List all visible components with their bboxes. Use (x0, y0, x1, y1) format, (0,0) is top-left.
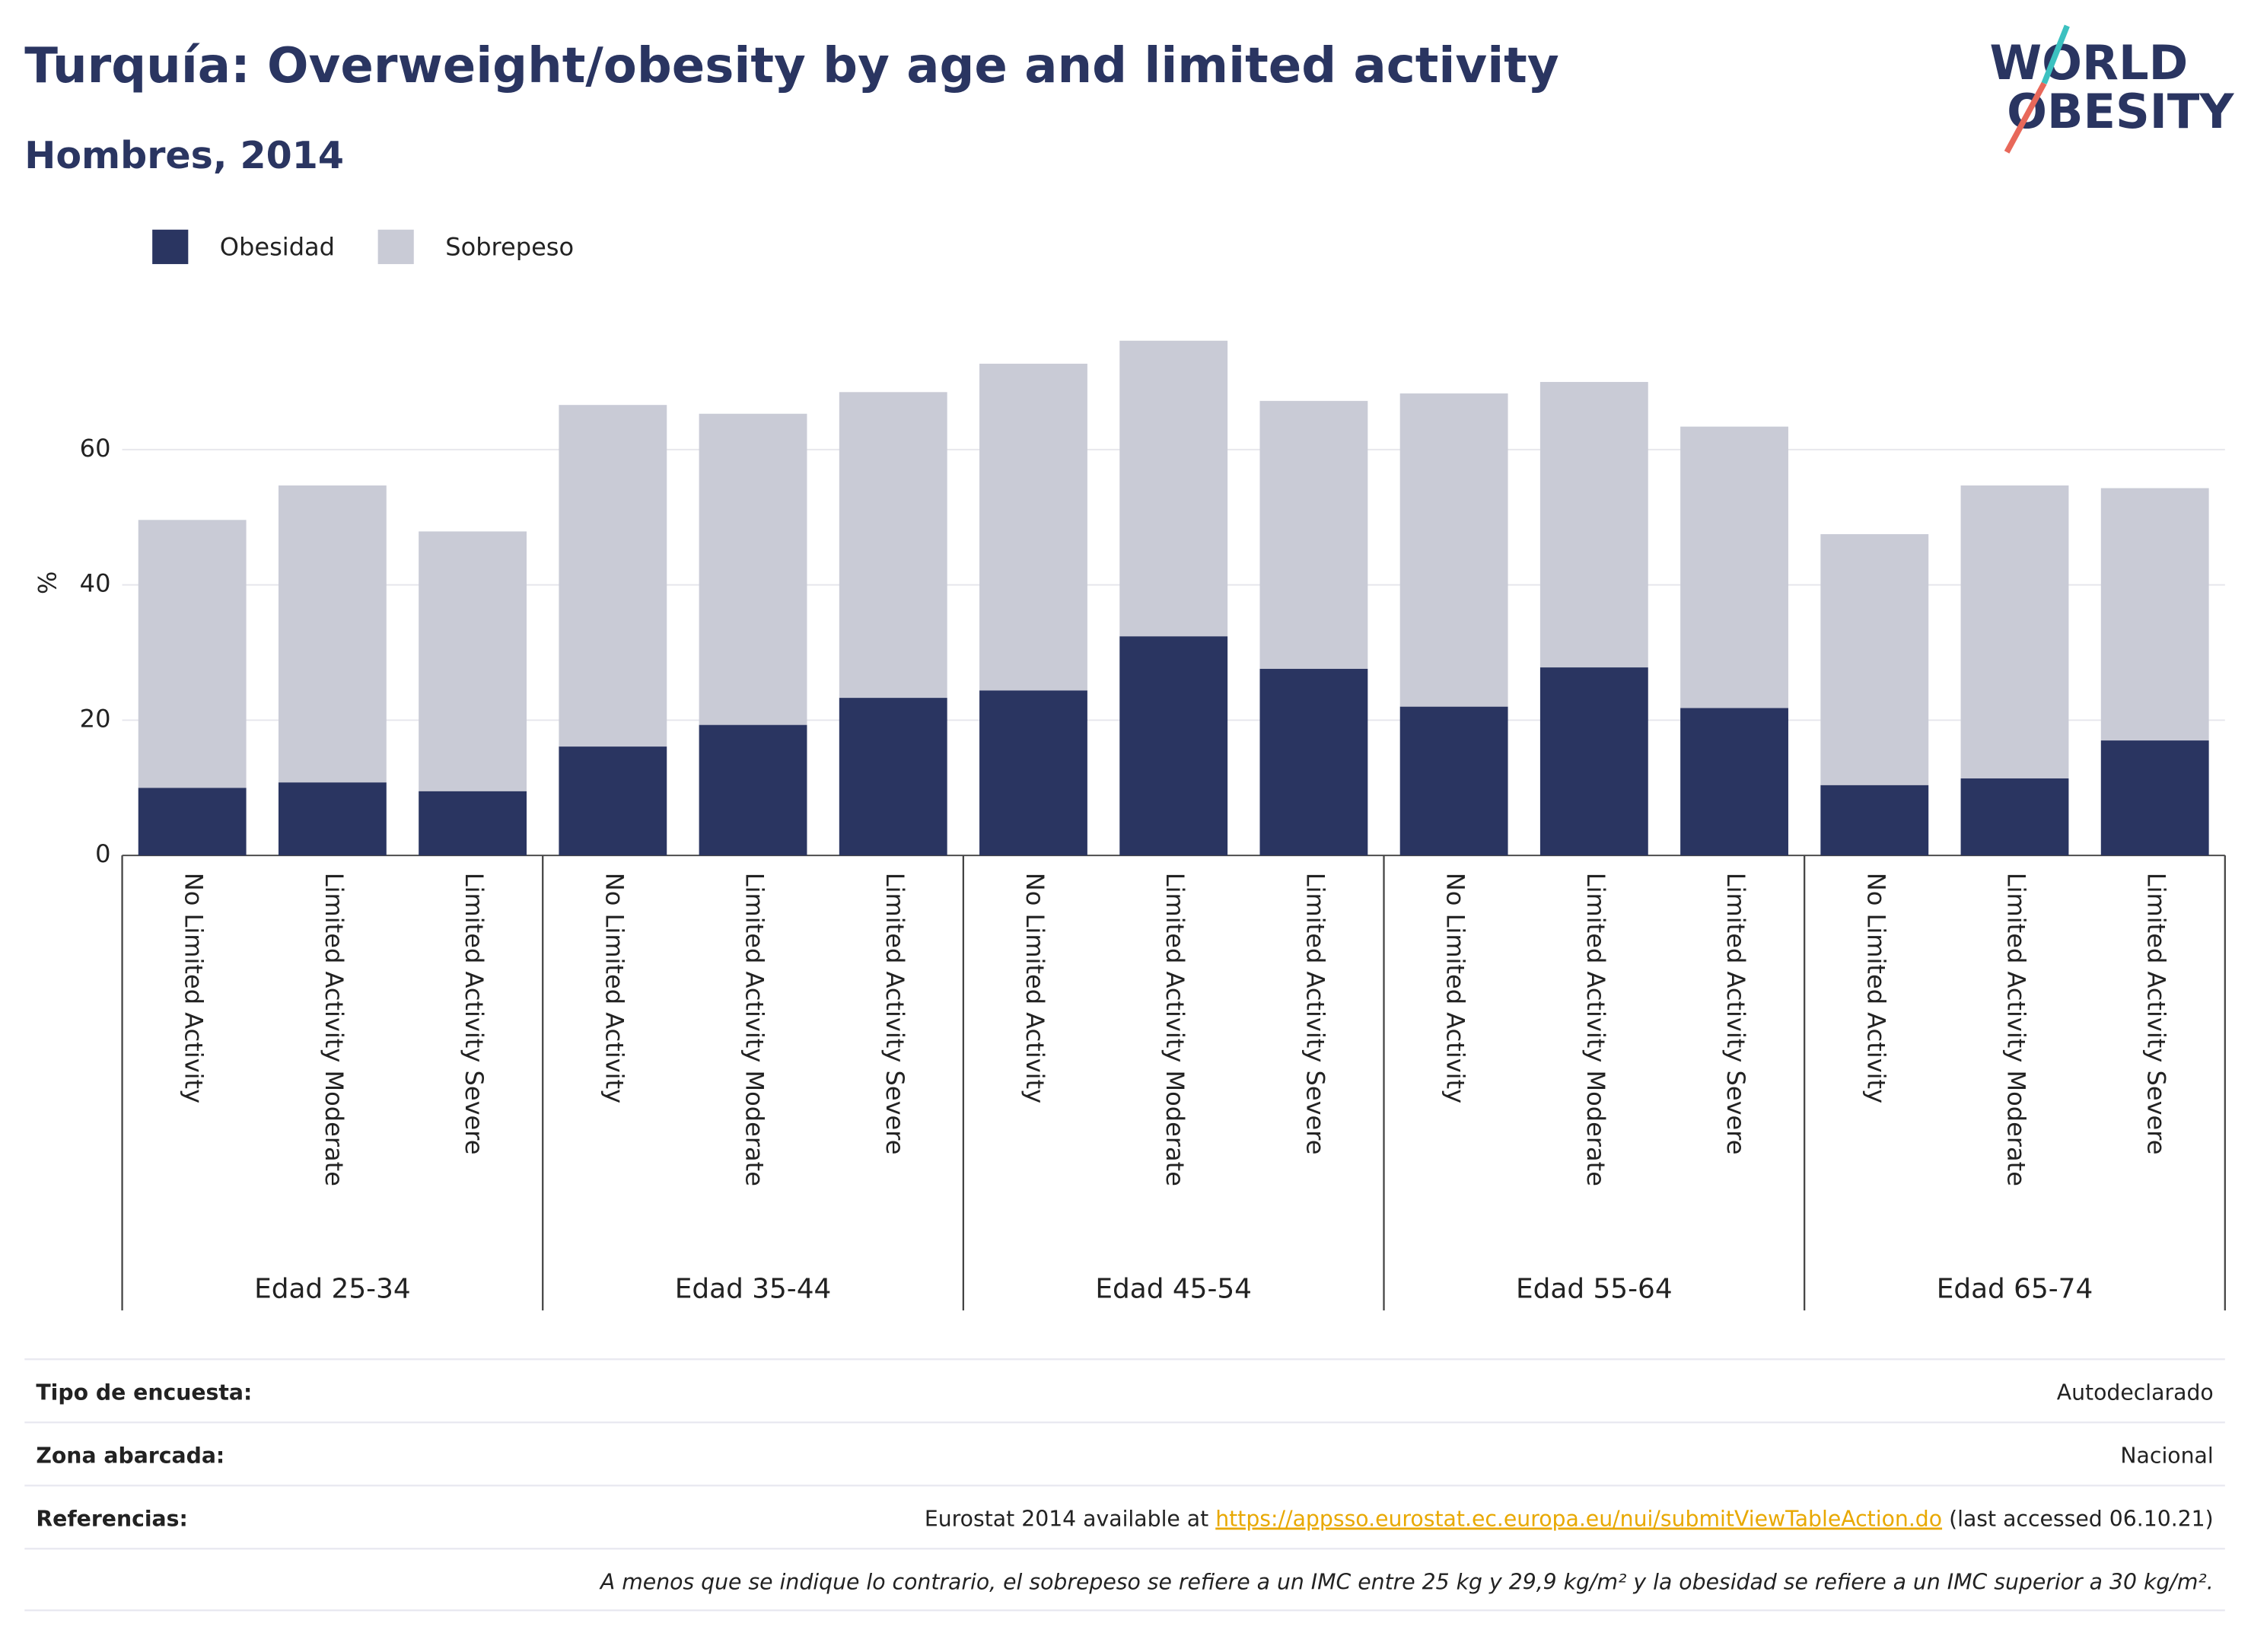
bar-segment (138, 520, 247, 788)
bar-segment (278, 485, 387, 783)
x-tick-label: No Limited Activity (1020, 873, 1049, 1103)
x-tick-label: No Limited Activity (180, 873, 209, 1103)
footer-value: Eurostat 2014 available at https://appss… (925, 1506, 2214, 1531)
bar-segment (1680, 426, 1788, 708)
bar-segment (1539, 381, 1648, 668)
chart-subtitle: Hombres, 2014 (24, 133, 344, 177)
x-tick-label: Limited Activity Severe (2142, 873, 2171, 1155)
footer-value: Autodeclarado (2057, 1380, 2214, 1405)
logo-text: OBESITY (2007, 84, 2234, 139)
bar-segment (1119, 636, 1228, 856)
bar-segment (1960, 778, 2069, 856)
x-tick-label: No Limited Activity (1861, 873, 1890, 1103)
bar-segment (979, 690, 1087, 856)
bar-segment (699, 413, 807, 725)
logo-slash (2041, 24, 2070, 84)
bar-segment (839, 392, 947, 699)
y-tick-label: 0 (95, 839, 110, 868)
bar-segment (1399, 706, 1508, 856)
y-tick-label: 60 (80, 434, 111, 463)
legend-label: Obesidad (220, 232, 335, 261)
y-tick-label: 40 (80, 569, 111, 598)
footer-label: Referencias: (36, 1506, 187, 1531)
x-tick-label: Limited Activity Moderate (1581, 873, 1610, 1186)
bar-segment (839, 698, 947, 856)
group-label: Edad 55-64 (1516, 1274, 1673, 1305)
x-tick-label: No Limited Activity (600, 873, 629, 1103)
logo-text: WORLD (1989, 35, 2188, 91)
x-tick-label: Limited Activity Severe (460, 873, 489, 1155)
group-label: Edad 65-74 (1937, 1274, 2093, 1305)
bar-segment (1399, 393, 1508, 707)
legend-swatch (377, 229, 414, 265)
y-axis-label: % (33, 571, 62, 594)
chart-title: Turquía: Overweight/obesity by age and l… (24, 37, 1559, 94)
bar-segment (1680, 708, 1788, 856)
bar-segment (278, 782, 387, 856)
bar-segment (699, 724, 807, 856)
footer-note: A menos que se indique lo contrario, el … (599, 1569, 2214, 1594)
bar-segment (419, 531, 527, 791)
bar-segment (559, 405, 667, 747)
x-tick-label: Limited Activity Moderate (320, 873, 349, 1186)
bar-segment (2100, 740, 2209, 856)
x-tick-label: Limited Activity Moderate (1161, 873, 1189, 1186)
bar-segment (1259, 668, 1368, 856)
legend-swatch (152, 229, 189, 265)
bar-segment (1820, 785, 1929, 856)
x-tick-label: No Limited Activity (1441, 873, 1470, 1103)
bar-segment (419, 791, 527, 856)
y-tick-label: 20 (80, 704, 111, 733)
footer-value: Nacional (2120, 1443, 2213, 1468)
x-tick-label: Limited Activity Severe (880, 873, 909, 1155)
bar-segment (1960, 485, 2069, 778)
bar-segment (2100, 488, 2209, 741)
footer-text: (last accessed 06.10.21) (1942, 1506, 2214, 1531)
x-tick-label: Limited Activity Severe (1721, 873, 1750, 1155)
group-label: Edad 25-34 (254, 1274, 411, 1305)
x-tick-label: Limited Activity Moderate (740, 873, 769, 1186)
bar-segment (1259, 400, 1368, 669)
group-label: Edad 45-54 (1095, 1274, 1252, 1305)
bar-segment (1539, 667, 1648, 856)
x-tick-label: Limited Activity Moderate (2001, 873, 2030, 1186)
footer-label: Zona abarcada: (36, 1443, 224, 1468)
footer-label: Tipo de encuesta: (36, 1380, 252, 1405)
group-label: Edad 35-44 (675, 1274, 832, 1305)
bar-segment (1820, 533, 1929, 785)
bar-segment (559, 746, 667, 856)
x-tick-label: Limited Activity Severe (1301, 873, 1329, 1155)
reference-link[interactable]: https://appsso.eurostat.ec.europa.eu/nui… (1215, 1506, 1942, 1531)
legend-label: Sobrepeso (445, 232, 574, 261)
bar-segment (138, 788, 247, 856)
logo: WORLD OBESITY (1989, 24, 2234, 154)
bar-segment (979, 363, 1087, 691)
footer-text: Eurostat 2014 available at (925, 1506, 1215, 1531)
logo-slash (2004, 81, 2047, 154)
bar-segment (1119, 340, 1228, 637)
